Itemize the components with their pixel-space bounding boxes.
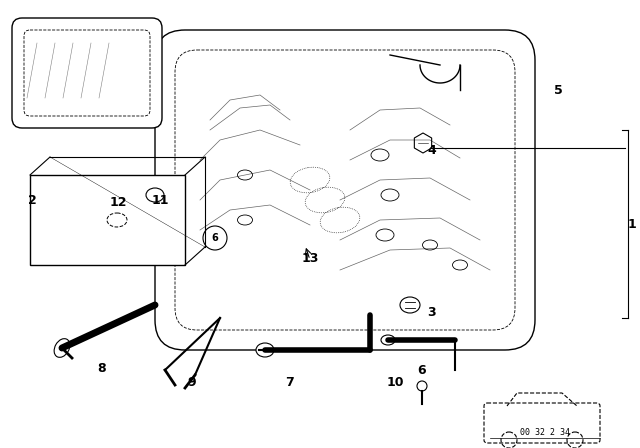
Text: 5: 5: [554, 83, 563, 96]
Text: 00 32 2 34: 00 32 2 34: [520, 427, 570, 436]
Text: 13: 13: [301, 251, 319, 264]
Ellipse shape: [381, 335, 395, 345]
Text: 12: 12: [109, 195, 127, 208]
Bar: [30, 175, 185, 265]
Text: 10: 10: [387, 375, 404, 388]
Text: 6: 6: [418, 363, 426, 376]
Text: 2: 2: [28, 194, 36, 207]
Text: 4: 4: [428, 143, 436, 156]
Text: 6: 6: [212, 233, 218, 243]
FancyBboxPatch shape: [12, 18, 162, 128]
Text: 11: 11: [151, 194, 169, 207]
Text: 1: 1: [628, 217, 636, 231]
Text: 3: 3: [428, 306, 436, 319]
Text: 8: 8: [98, 362, 106, 375]
Text: 7: 7: [285, 375, 294, 388]
FancyBboxPatch shape: [155, 30, 535, 350]
Ellipse shape: [54, 339, 70, 358]
Text: 9: 9: [188, 375, 196, 388]
Ellipse shape: [256, 343, 274, 357]
